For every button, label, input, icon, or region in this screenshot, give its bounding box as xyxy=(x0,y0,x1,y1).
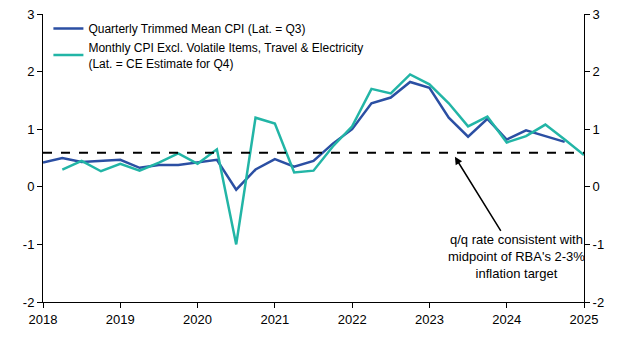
svg-text:0: 0 xyxy=(593,179,600,194)
svg-text:2021: 2021 xyxy=(260,312,289,327)
svg-text:2024: 2024 xyxy=(492,312,521,327)
svg-text:Monthly CPI Excl. Volatile Ite: Monthly CPI Excl. Volatile Items, Travel… xyxy=(88,41,363,71)
svg-text:2: 2 xyxy=(27,64,34,79)
svg-text:2022: 2022 xyxy=(338,312,367,327)
svg-text:1: 1 xyxy=(27,122,34,137)
svg-text:Quarterly Trimmed Mean CPI (La: Quarterly Trimmed Mean CPI (Lat. = Q3) xyxy=(88,22,305,36)
svg-text:-1: -1 xyxy=(23,237,35,252)
svg-text:2018: 2018 xyxy=(29,312,58,327)
svg-text:2025: 2025 xyxy=(570,312,599,327)
svg-text:-2: -2 xyxy=(23,295,35,310)
svg-text:0: 0 xyxy=(27,179,34,194)
svg-text:2023: 2023 xyxy=(415,312,444,327)
svg-text:3: 3 xyxy=(27,7,34,22)
svg-text:-2: -2 xyxy=(593,295,605,310)
svg-text:2020: 2020 xyxy=(183,312,212,327)
svg-text:2: 2 xyxy=(593,64,600,79)
svg-text:-1: -1 xyxy=(593,237,605,252)
svg-text:2019: 2019 xyxy=(106,312,135,327)
svg-text:1: 1 xyxy=(593,122,600,137)
svg-text:3: 3 xyxy=(593,7,600,22)
svg-text:q/q rate consistent withmidpoi: q/q rate consistent withmidpoint of RBA'… xyxy=(448,232,585,281)
